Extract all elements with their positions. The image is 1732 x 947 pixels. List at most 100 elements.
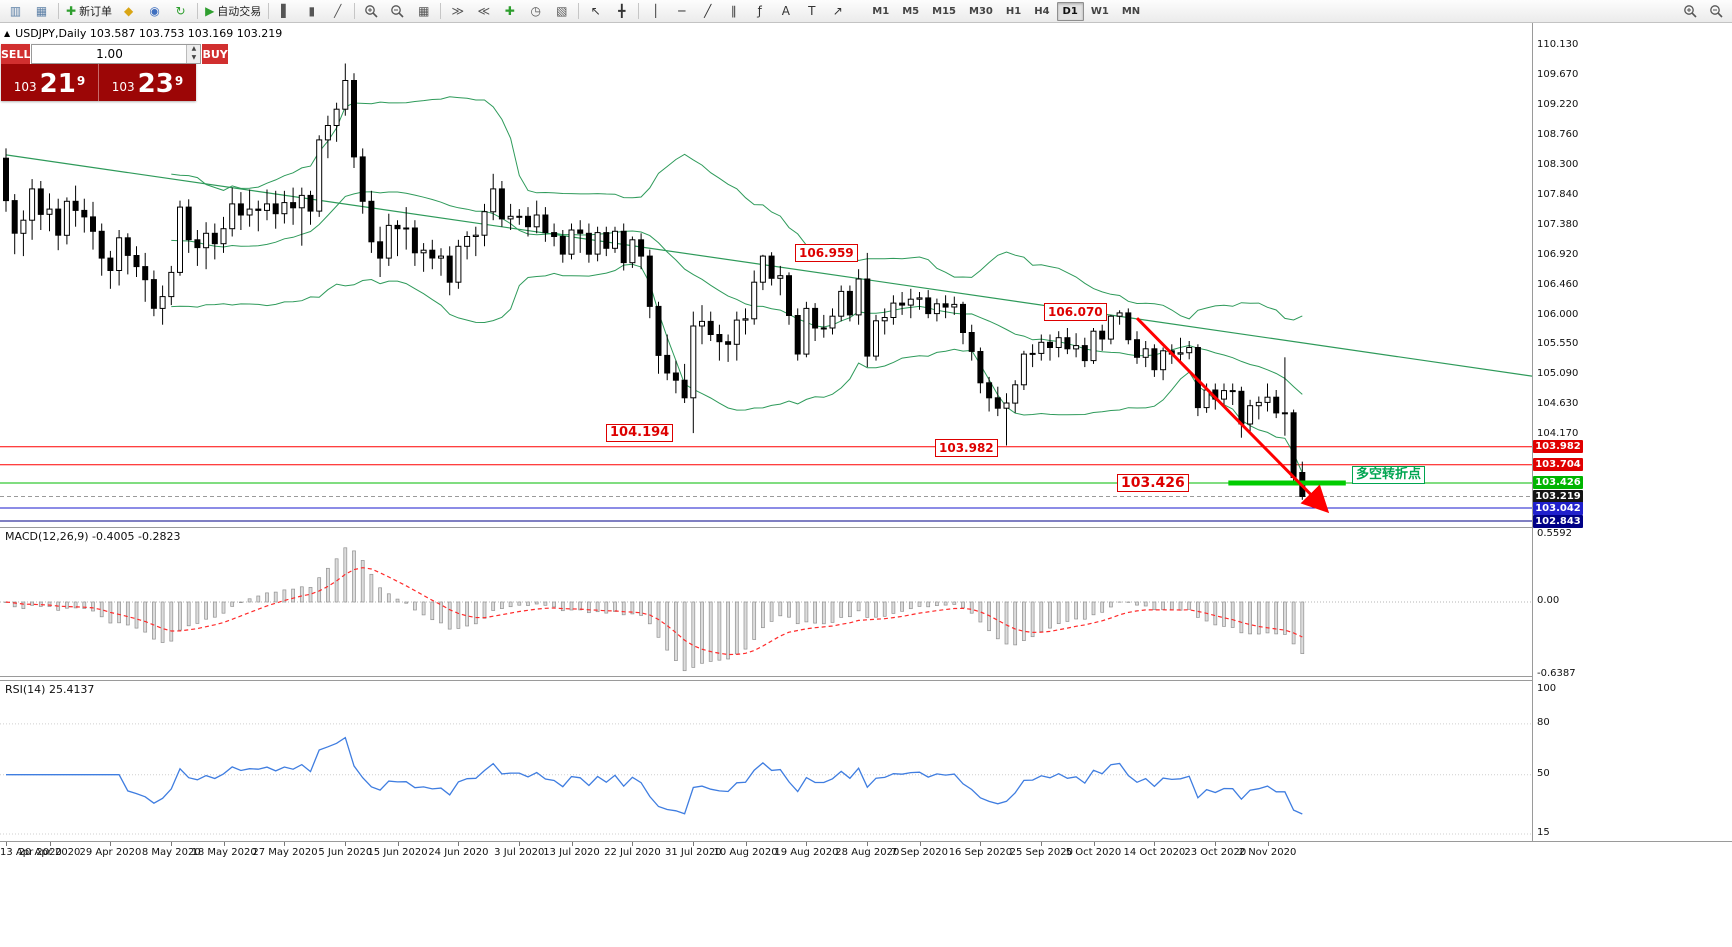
macd-scale-label: 0.5592 [1537,528,1572,539]
toolbar-separator [197,3,199,19]
date-tick [745,842,747,846]
date-label: 15 Jun 2020 [367,847,428,858]
volume-up-icon[interactable]: ▲ [187,45,201,54]
date-label: 7 Sep 2020 [890,847,949,858]
timeframe-m15[interactable]: M15 [932,5,957,17]
price-note-103982[interactable]: 103.982 [935,439,998,457]
date-tick [284,842,286,846]
toolbar-zoom-in-icon[interactable] [1678,1,1703,22]
metaeditor-icon[interactable]: ◆ [116,1,141,22]
market-watch-icon[interactable]: ◉ [142,1,167,22]
cursor-icon[interactable]: ↖ [583,1,608,22]
zoom-out-icon[interactable] [385,1,410,22]
buy-price-button[interactable]: 103 23 9 [99,64,196,101]
text-icon[interactable]: A [773,1,798,22]
timeframe-m30[interactable]: M30 [969,5,993,17]
top-toolbar: ▥ ▦ ✚ 新订单 ◆ ◉ ↻ ▶ 自动交易 ▌ ▮ ╱ ▦ ≫ ≪ ✚ ◷ ▧ ↖ ╋ │ ─ ╱ ∥ ƒ A T ↗ M1 M5 M15… [0,0,1732,23]
indicators-icon[interactable]: ✚ [497,1,522,22]
label-icon[interactable]: T [799,1,824,22]
timeframe-h4[interactable]: H4 [1034,5,1050,17]
templates-icon[interactable]: ▧ [549,1,574,22]
autotrading-button-label: 自动交易 [217,4,262,18]
trendline-icon[interactable]: ╱ [695,1,720,22]
bar-chart-mode-icon[interactable]: ▌ [273,1,298,22]
vertical-line-icon[interactable]: │ [643,1,668,22]
timeframe-mn[interactable]: MN [1121,5,1141,17]
timeframe-d1[interactable]: D1 [1056,1,1084,21]
crosshair-icon[interactable]: ╋ [609,1,634,22]
horizontal-line-icon[interactable]: ─ [669,1,694,22]
zoom-in-icon[interactable] [359,1,384,22]
text-icon: A [781,4,790,18]
toolbar-separator [638,3,640,19]
refresh-icon[interactable]: ↻ [168,1,193,22]
new-order-icon: ✚ [66,4,77,18]
timeframe-m1[interactable]: M1 [872,5,890,17]
timeframe-w1[interactable]: W1 [1090,5,1109,17]
date-tick [806,842,808,846]
date-tick [1267,842,1269,846]
main-price-chart[interactable] [0,23,1532,527]
profiles-icon[interactable]: ▦ [29,1,54,22]
chart-ohlc-title: USDJPY,Daily 103.587 103.753 103.169 103… [15,27,283,40]
date-label: 18 May 2020 [191,847,257,858]
volume-field: ▲ ▼ [31,44,202,64]
volume-input[interactable] [32,46,187,62]
new-chart-icon: ▥ [9,4,22,18]
price-note-104194[interactable]: 104.194 [606,424,674,442]
channel-icon[interactable]: ∥ [721,1,746,22]
date-tick [49,842,51,846]
price-note-103426[interactable]: 103.426 [1117,474,1189,492]
price-scale-label: 104.630 [1537,398,1579,410]
date-axis[interactable]: 13 Apr 2020 20 Apr 2020 29 Apr 2020 8 May 2… [0,841,1732,861]
timeframe-h1[interactable]: H1 [1005,5,1022,17]
date-tick [458,842,460,846]
macd-indicator-pane[interactable] [0,527,1532,677]
date-tick [632,842,634,846]
date-tick [1041,842,1043,846]
auto-scroll-icon[interactable]: ≫ [445,1,470,22]
one-click-panel-toggle[interactable]: ▲ [4,29,11,38]
date-label: 13 Apr 2020 [0,847,62,858]
date-label: 27 May 2020 [252,847,318,858]
price-scale-label: 106.460 [1537,278,1579,290]
toolbar-separator [268,3,270,19]
chart-shift-icon[interactable]: ≪ [471,1,496,22]
date-tick [693,842,695,846]
date-tick [397,842,399,846]
new-order-button[interactable]: ✚ 新订单 [63,1,115,22]
periods-icon[interactable]: ◷ [523,1,548,22]
price-tag-102843: 102.843 [1533,514,1583,528]
price-note-106959[interactable]: 106.959 [795,244,858,262]
price-scale-label: 110.130 [1537,39,1579,51]
sell-price-button[interactable]: 103 21 9 [1,64,98,101]
sell-price-pipette: 9 [76,74,86,88]
line-chart-mode-icon[interactable]: ╱ [325,1,350,22]
rsi-indicator-pane[interactable] [0,680,1532,841]
date-label: 16 Sep 2020 [948,847,1013,858]
sell-button[interactable]: SELL [1,44,31,64]
arrows-icon: ↗ [832,4,843,18]
date-label: 24 Jun 2020 [428,847,489,858]
autotrading-button[interactable]: ▶ 自动交易 [202,1,264,22]
buy-button[interactable]: BUY [202,44,228,64]
price-note-106070[interactable]: 106.070 [1044,303,1107,321]
fibonacci-icon[interactable]: ƒ [747,1,772,22]
date-tick [1215,842,1217,846]
volume-down-icon[interactable]: ▼ [187,54,201,63]
note-turning-point[interactable]: 多空转折点 [1352,466,1426,484]
price-scale-label: 105.090 [1537,368,1579,380]
candle-chart-mode-icon[interactable]: ▮ [299,1,324,22]
date-label: 5 Jun 2020 [318,847,373,858]
toolbar-zoom-out-icon[interactable] [1704,1,1729,22]
new-chart-icon[interactable]: ▥ [3,1,28,22]
bar-chart-mode-icon: ▌ [281,4,291,18]
price-tag-103982: 103.982 [1533,440,1583,454]
price-tag-103426: 103.426 [1533,476,1583,490]
timeframe-m5[interactable]: M5 [902,5,920,17]
price-divider [98,64,99,101]
tile-windows-icon[interactable]: ▦ [411,1,436,22]
rsi-label: RSI(14) 25.4137 [5,683,95,696]
arrows-icon[interactable]: ↗ [825,1,850,22]
